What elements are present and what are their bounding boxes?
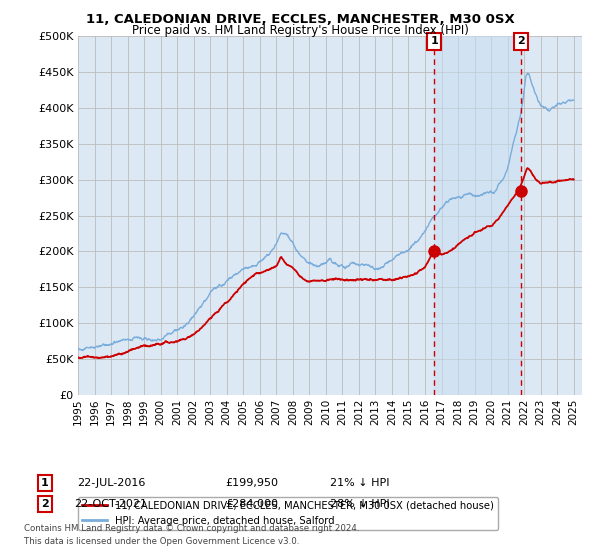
Text: 1: 1 [41,478,49,488]
Text: 22-JUL-2016: 22-JUL-2016 [77,478,145,488]
Text: Price paid vs. HM Land Registry's House Price Index (HPI): Price paid vs. HM Land Registry's House … [131,24,469,37]
Text: 21% ↓ HPI: 21% ↓ HPI [330,478,390,488]
Text: Contains HM Land Registry data © Crown copyright and database right 2024.: Contains HM Land Registry data © Crown c… [24,524,359,533]
Bar [434,36,521,395]
Text: 22-OCT-2021: 22-OCT-2021 [74,499,148,509]
Text: 1: 1 [430,36,438,46]
Text: 2: 2 [517,36,525,46]
Text: £199,950: £199,950 [226,478,278,488]
Legend: 11, CALEDONIAN DRIVE, ECCLES, MANCHESTER, M30 0SX (detached house), HPI: Average: 11, CALEDONIAN DRIVE, ECCLES, MANCHESTER… [78,497,498,530]
Text: £284,000: £284,000 [226,499,278,509]
Text: 11, CALEDONIAN DRIVE, ECCLES, MANCHESTER, M30 0SX: 11, CALEDONIAN DRIVE, ECCLES, MANCHESTER… [86,13,514,26]
Text: 28% ↓ HPI: 28% ↓ HPI [330,499,390,509]
Text: This data is licensed under the Open Government Licence v3.0.: This data is licensed under the Open Gov… [24,537,299,546]
Text: 2: 2 [41,499,49,509]
